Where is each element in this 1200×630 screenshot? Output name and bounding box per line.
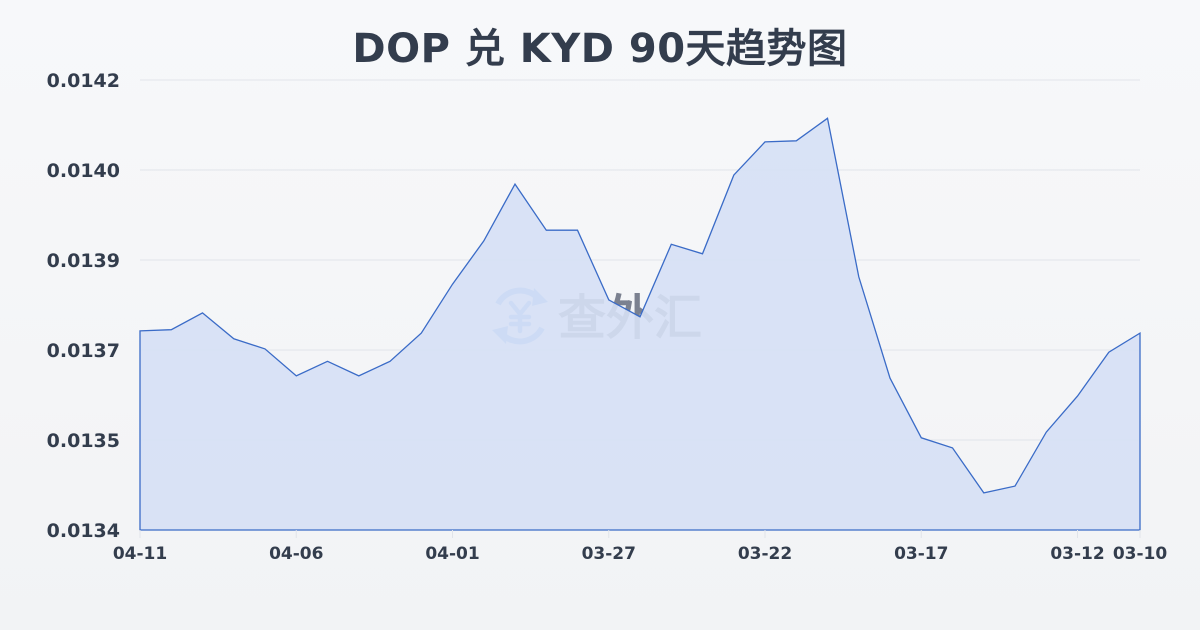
- y-tick-label: 0.0139: [47, 250, 120, 272]
- x-tick-label: 03-12: [1050, 544, 1104, 564]
- chart-title: DOP 兑 KYD 90天趋势图: [352, 26, 848, 72]
- area-fill: [140, 118, 1140, 531]
- x-tick-label: 03-22: [738, 544, 792, 564]
- x-tick-label: 03-17: [894, 544, 948, 564]
- x-tick-label: 03-10: [1113, 544, 1168, 564]
- y-tick-label: 0.0134: [47, 520, 120, 542]
- x-tick-label: 04-01: [425, 544, 479, 564]
- y-axis-labels: 0.0142 0.0140 0.0139 0.0137 0.0135 0.0134: [47, 70, 120, 542]
- y-tick-label: 0.0137: [47, 340, 120, 362]
- y-tick-label: 0.0140: [47, 160, 120, 182]
- x-tick-label: 04-06: [269, 544, 323, 564]
- x-axis-labels: 04-11 04-06 04-01 03-27 03-22 03-17 03-12 03-10: [113, 530, 1168, 564]
- y-tick-label: 0.0135: [47, 430, 120, 452]
- data-line: [139, 117, 1141, 531]
- x-tick-label: 03-27: [582, 544, 636, 564]
- x-tick-label: 04-11: [113, 544, 167, 564]
- y-tick-label: 0.0142: [47, 70, 120, 92]
